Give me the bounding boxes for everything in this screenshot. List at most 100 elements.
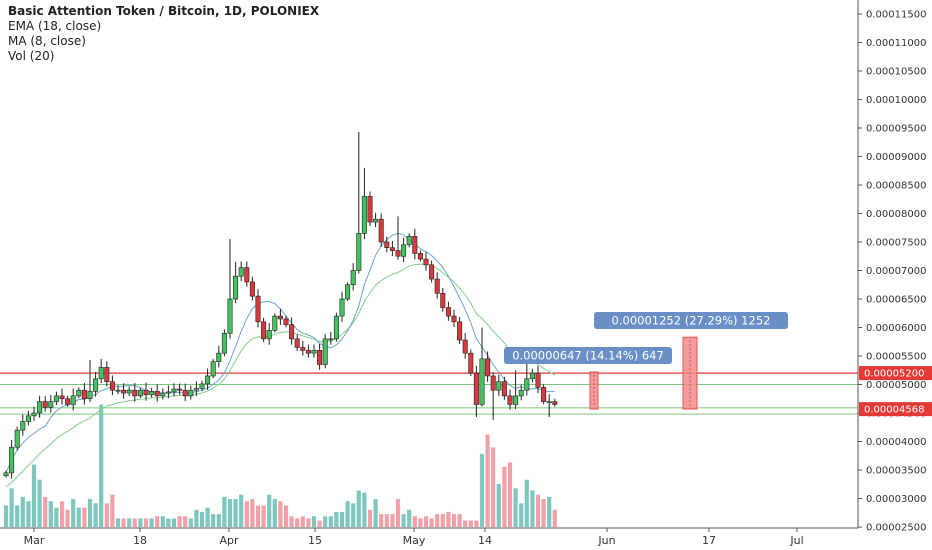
volume-bar — [351, 503, 356, 527]
candle-body — [350, 270, 356, 286]
candle-body — [59, 395, 65, 400]
candle-body — [171, 388, 177, 393]
candle-body — [401, 244, 407, 257]
volume-bar — [54, 507, 59, 527]
candle-body — [384, 241, 390, 248]
volume-bar — [166, 518, 171, 527]
candle-body — [65, 398, 71, 405]
time-tick-label: Jun — [597, 534, 615, 547]
volume-bar — [423, 516, 429, 527]
candle-body — [210, 361, 216, 377]
volume-bar — [43, 496, 48, 527]
time-tick-label: 15 — [308, 534, 322, 547]
volume-bar — [356, 490, 361, 527]
candle-body — [311, 349, 317, 354]
candle-body — [37, 401, 43, 414]
volume-bar — [468, 520, 473, 527]
volume-bar — [132, 518, 137, 527]
candle-body — [188, 389, 194, 397]
candle-body — [238, 267, 244, 277]
price-tick-label: 0.00010000 — [866, 95, 926, 106]
candle-body — [143, 389, 149, 396]
volume-bar — [384, 514, 389, 527]
time-tick-label: 17 — [702, 534, 716, 547]
volume-bar — [373, 499, 378, 527]
candle-body — [25, 415, 31, 422]
volume-bars — [3, 404, 557, 527]
candle-body — [552, 401, 558, 405]
volume-bar — [222, 496, 227, 527]
volume-bar — [71, 499, 76, 527]
candle-body — [177, 388, 183, 391]
candle-body — [93, 378, 99, 392]
volume-bar — [507, 462, 513, 527]
volume-bar — [547, 496, 552, 527]
candle-body — [283, 318, 289, 325]
volume-bar — [317, 520, 322, 527]
volume-bar — [535, 494, 541, 527]
candle-body — [277, 315, 283, 320]
volume-bar — [485, 434, 490, 527]
time-axis: Mar 18 Apr 15 May 14 Jun 17 Jul — [0, 527, 858, 547]
volume-bar — [65, 509, 70, 527]
candle-body — [160, 392, 166, 397]
candle-body — [272, 315, 278, 331]
volume-bar — [267, 494, 272, 527]
candle-body — [434, 278, 440, 294]
volume-bar — [530, 490, 535, 527]
volume-bar — [76, 507, 81, 527]
volume-bar — [295, 518, 300, 527]
price-tick-label: 0.00007000 — [866, 266, 926, 277]
candle-body — [104, 367, 110, 382]
measure-label-box — [594, 312, 788, 329]
candle-body — [417, 253, 423, 260]
volume-bar — [244, 501, 249, 527]
volume-bar — [87, 499, 93, 527]
price-tick-label: 0.00008500 — [866, 181, 926, 192]
volume-bar — [227, 499, 233, 527]
volume-bar — [239, 494, 244, 527]
price-tick-label: 0.00007500 — [866, 238, 926, 249]
candle-body — [165, 391, 171, 394]
volume-bar — [463, 520, 468, 527]
volume-bar — [323, 516, 328, 527]
candle-body — [87, 391, 93, 400]
volume-bar — [82, 507, 87, 527]
candle-body — [149, 391, 155, 396]
candle-body — [423, 258, 429, 266]
legend-ma: MA (8, close) — [8, 34, 86, 48]
horizontal-lines — [0, 372, 858, 415]
volume-bar — [289, 516, 294, 527]
volume-bar — [401, 514, 406, 527]
volume-bar — [127, 518, 132, 527]
candle-body — [42, 401, 48, 408]
candle-body — [20, 421, 26, 431]
candle-body — [462, 339, 468, 354]
candle-body — [412, 236, 418, 254]
volume-bar — [435, 514, 440, 527]
volume-bar — [379, 514, 384, 527]
volume-bar — [31, 464, 37, 527]
price-tick-label: 0.00006000 — [866, 323, 926, 334]
volume-bar — [552, 509, 557, 527]
volume-bar — [261, 505, 266, 527]
candle-body — [121, 389, 127, 394]
candle-body — [490, 375, 496, 391]
candle-body — [216, 352, 222, 362]
candle-body — [14, 429, 20, 448]
volume-bar — [177, 516, 182, 527]
volume-bar — [171, 518, 177, 527]
price-tag-label: 0.00004568 — [864, 405, 924, 416]
candle-body — [445, 307, 451, 317]
candle-body — [126, 389, 132, 394]
volume-bar — [115, 518, 121, 527]
volume-bar — [524, 479, 529, 527]
volume-bar — [104, 503, 109, 527]
volume-bar — [513, 488, 518, 527]
candle-body — [31, 412, 37, 417]
legend-volume: Vol (20) — [8, 49, 55, 63]
volume-bar — [20, 496, 25, 527]
candle-body — [244, 267, 250, 283]
volume-bar — [9, 488, 14, 527]
